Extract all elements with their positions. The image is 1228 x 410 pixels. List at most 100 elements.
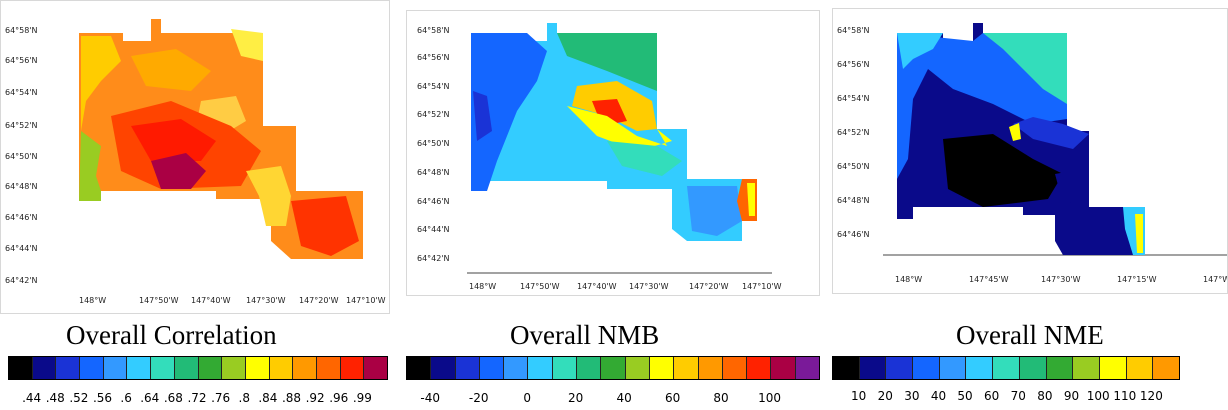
colorbar-swatch [966, 357, 994, 379]
colorbar-label: 120 [1139, 389, 1163, 403]
colorbar-swatch [198, 357, 223, 379]
lon-label: 147°20'W [299, 296, 339, 305]
colorbar [8, 356, 388, 380]
lon-label: 147°20'W [689, 282, 729, 291]
lat-label: 64°42'N [5, 276, 38, 285]
lon-label: 147°15'W [1117, 275, 1157, 284]
colorbar-swatch [222, 357, 246, 379]
colorbar-swatch [1153, 357, 1179, 379]
colorbar-swatch [795, 357, 820, 379]
lat-label: 64°46'N [417, 197, 450, 206]
colorbar-label: .6 [120, 391, 132, 405]
colorbar-swatch [833, 357, 860, 379]
colorbar-label: .92 [305, 391, 325, 405]
lon-label: 147°30'W [246, 296, 286, 305]
colorbar-swatch [886, 357, 914, 379]
colorbar-swatch [431, 357, 456, 379]
colorbar-swatch [364, 357, 387, 379]
lat-label: 64°50'N [5, 152, 38, 161]
colorbar-label: 60 [984, 389, 1000, 403]
lat-label: 64°54'N [417, 82, 450, 91]
lon-label: 148°W [895, 275, 922, 284]
colorbar-swatch [32, 357, 57, 379]
colorbar-label: 10 [850, 389, 867, 403]
lat-label: 64°54'N [837, 94, 870, 103]
colorbar-label: .84 [258, 391, 278, 405]
colorbar-swatch [1073, 357, 1100, 379]
colorbar-swatch [601, 357, 626, 379]
lon-label: 147°40'W [577, 282, 617, 291]
colorbar-swatch [913, 357, 940, 379]
colorbar-swatch [939, 357, 967, 379]
colorbar-label: 20 [568, 391, 584, 405]
colorbar-label: 60 [664, 391, 681, 405]
colorbar-swatch [504, 357, 529, 379]
colorbar-swatch [1046, 357, 1074, 379]
lat-label: 64°42'N [417, 254, 450, 263]
map-frame: 64°58'N 64°56'N 64°54'N 64°52'N 64°50'N … [0, 0, 390, 314]
lat-label: 64°58'N [837, 26, 870, 35]
colorbar-swatch [56, 357, 81, 379]
colorbar-label: .64 [140, 391, 160, 405]
lon-axis: 148°W 147°45'W 147°30'W 147°15'W 147°W [895, 275, 1227, 284]
lat-label: 64°44'N [417, 225, 450, 234]
lat-label: 64°54'N [5, 88, 38, 97]
colorbar-swatch [625, 357, 650, 379]
lat-axis: 64°58'N 64°56'N 64°54'N 64°52'N 64°50'N … [5, 26, 38, 285]
nmb-map: 64°58'N 64°56'N 64°54'N 64°52'N 64°50'N … [417, 23, 782, 291]
colorbar-label: .68 [163, 391, 183, 405]
lat-label: 64°58'N [5, 26, 38, 35]
lat-label: 64°46'N [5, 213, 38, 222]
lon-label: 147°30'W [629, 282, 669, 291]
colorbar-label: 110 [1113, 389, 1137, 403]
colorbar-swatch [577, 357, 602, 379]
lat-axis: 64°58'N 64°56'N 64°54'N 64°52'N 64°50'N … [837, 26, 870, 239]
lat-label: 64°44'N [5, 244, 38, 253]
colorbar-swatch [859, 357, 887, 379]
lon-label: 147°W [1203, 275, 1227, 284]
colorbar-label: .72 [187, 391, 207, 405]
colorbar-label: .88 [281, 391, 302, 405]
colorbar [832, 356, 1180, 380]
lat-label: 64°46'N [837, 230, 870, 239]
nme-field [897, 23, 1145, 255]
correlation-map: 64°58'N 64°56'N 64°54'N 64°52'N 64°50'N … [5, 19, 386, 305]
lon-axis: 148°W 147°50'W 147°40'W 147°30'W 147°20'… [469, 282, 782, 291]
colorbar-swatch [269, 357, 294, 379]
colorbar-swatch [407, 357, 432, 379]
colorbar-label: .99 [352, 391, 372, 405]
map-frame: 64°58'N 64°56'N 64°54'N 64°52'N 64°50'N … [406, 10, 820, 296]
lat-label: 64°48'N [837, 196, 870, 205]
lat-label: 64°56'N [837, 60, 870, 69]
panel-title: Overall Correlation [66, 320, 277, 350]
lon-label: 148°W [79, 296, 106, 305]
lat-label: 64°56'N [5, 56, 38, 65]
colorbar-label: -20 [468, 391, 489, 405]
correlation-field [79, 19, 363, 259]
colorbar-swatch [698, 357, 723, 379]
colorbar-label: 100 [1086, 389, 1110, 403]
lon-label: 147°30'W [1041, 275, 1081, 284]
lon-label: 147°50'W [139, 296, 179, 305]
lon-axis: 148°W 147°50'W 147°40'W 147°30'W 147°20'… [79, 296, 386, 305]
colorbar-swatch [80, 357, 104, 379]
colorbar-swatch [528, 357, 553, 379]
lat-label: 64°52'N [837, 128, 870, 137]
lat-label: 64°48'N [5, 182, 38, 191]
lon-label: 147°40'W [191, 296, 231, 305]
lon-label: 147°45'W [969, 275, 1009, 284]
colorbar-swatch [1126, 357, 1154, 379]
colorbar-label: 70 [1010, 389, 1026, 403]
colorbar-swatch [151, 357, 175, 379]
colorbar-swatch [771, 357, 796, 379]
colorbar-label: .52 [69, 391, 89, 405]
colorbar-swatch [552, 357, 578, 379]
colorbar-swatch [103, 357, 128, 379]
colorbar-swatch [722, 357, 748, 379]
colorbar-swatch [245, 357, 270, 379]
lon-label: 147°10'W [346, 296, 386, 305]
colorbar-label: 40 [616, 391, 632, 405]
colorbar-swatch [127, 357, 152, 379]
lat-label: 64°52'N [5, 121, 38, 130]
colorbar-label: .76 [211, 391, 231, 405]
